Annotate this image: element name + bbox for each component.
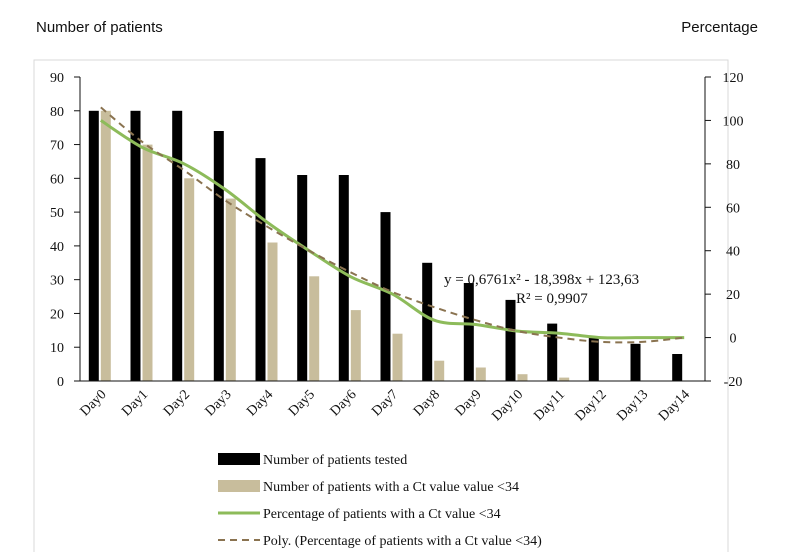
bar-tested-day1 bbox=[130, 110, 141, 382]
bar-tested-day9 bbox=[463, 283, 474, 381]
right-tick-label: 20 bbox=[726, 288, 740, 303]
x-tick-label: Day6 bbox=[328, 387, 360, 419]
trend-equation: y = 0,6761x² - 18,398x + 123,63 bbox=[444, 272, 639, 288]
x-tick-label: Day9 bbox=[453, 387, 485, 419]
legend-label: Percentage of patients with a Ct value <… bbox=[263, 507, 501, 522]
left-tick-label: 30 bbox=[50, 274, 64, 289]
bar-ct-day0 bbox=[100, 110, 111, 382]
chart-frame bbox=[33, 59, 729, 552]
legend-label: Number of patients with a Ct value value… bbox=[263, 480, 519, 495]
right-tick-label: 80 bbox=[726, 158, 740, 173]
bar-tested-day4 bbox=[255, 158, 266, 381]
right-tick-label: 100 bbox=[723, 114, 744, 129]
left-tick-label: 80 bbox=[50, 105, 64, 120]
bar-ct-day1 bbox=[142, 144, 153, 381]
percentage-line bbox=[99, 119, 685, 340]
legend-swatch bbox=[218, 453, 260, 465]
x-tick-label: Day1 bbox=[119, 387, 151, 419]
x-tick-label: Day4 bbox=[244, 387, 276, 419]
bar-ct-day7 bbox=[392, 333, 403, 381]
bar-ct-day6 bbox=[350, 310, 361, 381]
bar-ct-day10 bbox=[517, 374, 528, 381]
bar-tested-day11 bbox=[547, 323, 558, 381]
legend-label: Poly. (Percentage of patients with a Ct … bbox=[263, 534, 542, 549]
right-tick-label: 120 bbox=[723, 71, 744, 86]
left-tick-label: 10 bbox=[50, 341, 64, 356]
legend-label: Number of patients tested bbox=[263, 453, 407, 468]
x-tick-label: Day7 bbox=[369, 387, 401, 419]
x-tick-label: Day3 bbox=[203, 387, 235, 419]
bar-ct-day5 bbox=[309, 276, 320, 381]
left-tick-label: 0 bbox=[57, 375, 64, 390]
bar-ct-day2 bbox=[184, 178, 195, 381]
left-tick-label: 20 bbox=[50, 307, 64, 322]
right-tick-label: 0 bbox=[730, 332, 737, 347]
right-axis-title: Percentage bbox=[681, 19, 758, 36]
x-tick-label: Day14 bbox=[656, 387, 693, 424]
x-tick-label: Day5 bbox=[286, 387, 318, 419]
bar-tested-day0 bbox=[88, 110, 99, 382]
bar-tested-day10 bbox=[505, 299, 516, 381]
left-axis-title: Number of patients bbox=[36, 19, 163, 36]
x-tick-label: Day12 bbox=[573, 387, 610, 424]
left-tick-label: 90 bbox=[50, 71, 64, 86]
x-tick-label: Day13 bbox=[614, 387, 651, 424]
right-tick-label: -20 bbox=[724, 375, 743, 390]
x-tick-label: Day11 bbox=[531, 387, 568, 424]
bar-tested-day7 bbox=[380, 212, 391, 381]
bar-tested-day8 bbox=[422, 262, 433, 381]
bar-ct-day3 bbox=[225, 198, 236, 381]
bar-ct-day11 bbox=[559, 377, 570, 381]
left-tick-label: 40 bbox=[50, 240, 64, 255]
x-tick-label: Day10 bbox=[489, 387, 526, 424]
left-tick-label: 50 bbox=[50, 206, 64, 221]
bar-tested-day6 bbox=[338, 175, 349, 381]
bar-tested-day5 bbox=[297, 175, 308, 381]
bar-ct-day9 bbox=[475, 367, 486, 381]
bar-tested-day12 bbox=[588, 337, 599, 381]
x-tick-label: Day8 bbox=[411, 387, 443, 419]
x-tick-label: Day0 bbox=[78, 387, 110, 419]
right-tick-label: 60 bbox=[726, 201, 740, 216]
left-tick-label: 70 bbox=[50, 139, 64, 154]
left-tick-label: 60 bbox=[50, 172, 64, 187]
bar-tested-day2 bbox=[172, 110, 183, 382]
bar-tested-day13 bbox=[630, 343, 641, 381]
r-squared: R² = 0,9907 bbox=[516, 291, 588, 307]
bar-tested-day14 bbox=[672, 354, 683, 381]
x-tick-label: Day2 bbox=[161, 387, 193, 419]
bar-ct-day4 bbox=[267, 242, 278, 381]
bar-tested-day3 bbox=[213, 131, 224, 381]
legend-swatch bbox=[218, 480, 260, 492]
bar-ct-day8 bbox=[434, 360, 445, 381]
right-tick-label: 40 bbox=[726, 245, 740, 260]
